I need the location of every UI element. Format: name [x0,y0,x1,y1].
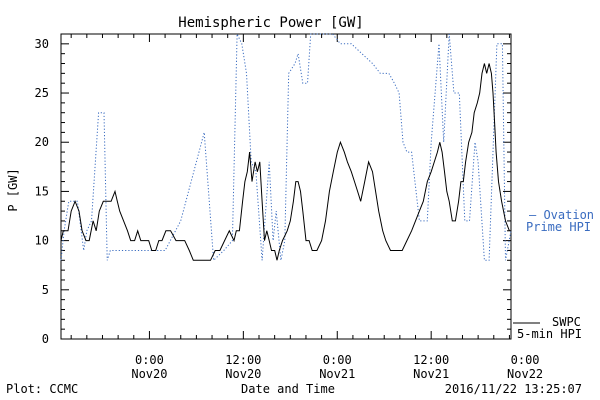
y-tick-label: 15 [35,184,49,198]
legend-swpc-line2: 5-min HPI [517,327,582,341]
x-tick-label-time: 0:00 [135,353,164,367]
x-tick-label-date: Nov21 [413,367,449,381]
y-tick-label: 0 [42,332,49,346]
legend-ovation-prime-hpi: – Ovation Prime HPI [526,208,594,234]
legend-swpc-line1: SWPC [552,315,581,329]
x-tick-label-time: 12:00 [413,353,449,367]
series-layer [60,33,512,262]
plot-frame [60,33,512,340]
legend-ovation-line1: – Ovation [529,208,594,222]
y-tick-label: 20 [35,135,49,149]
x-tick-label-date: Nov21 [319,367,355,381]
x-tick-label-date: Nov20 [131,367,167,381]
chart-title: Hemispheric Power [GW] [178,15,363,31]
x-tick-label-date: Nov20 [225,367,261,381]
x-axis-ticks: 0:00Nov2012:00Nov200:00Nov2112:00Nov210:… [70,34,543,381]
x-tick-label-time: 0:00 [511,353,540,367]
y-tick-label: 5 [42,283,49,297]
legend-swpc-5min-hpi: SWPC 5-min HPI [513,315,582,341]
y-tick-label: 10 [35,234,49,248]
x-tick-label-time: 0:00 [323,353,352,367]
footer-plot-source: Plot: CCMC [6,382,78,396]
series-ovation-prime-line [60,33,512,262]
series-swpc-line [60,63,510,261]
footer-timestamp: 2016/11/22 13:25:07 [445,382,582,396]
y-tick-label: 30 [35,37,49,51]
legend-ovation-line2: Prime HPI [526,220,591,234]
y-tick-label: 25 [35,86,49,100]
y-axis-label: P [GW] [6,168,20,211]
x-tick-label-time: 12:00 [225,353,261,367]
x-tick-label-date: Nov22 [507,367,543,381]
x-axis-label: Date and Time [241,382,335,396]
